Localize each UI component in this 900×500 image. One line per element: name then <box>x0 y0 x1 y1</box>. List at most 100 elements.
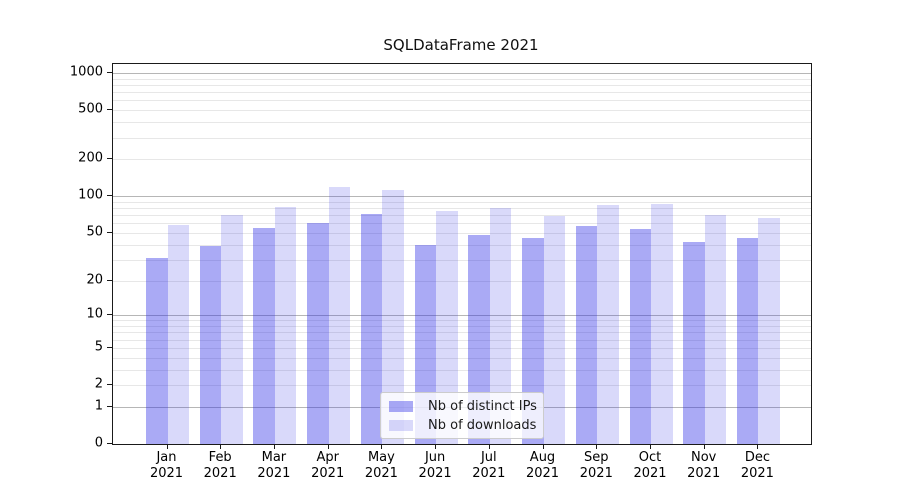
gridline-minor <box>113 332 811 334</box>
gridline-minor <box>113 385 811 386</box>
y-axis-tick-label: 2 <box>94 376 103 392</box>
bar-downloads <box>489 208 512 444</box>
bar-downloads <box>221 215 243 444</box>
gridline-minor <box>113 232 811 234</box>
bar-downloads <box>436 210 458 444</box>
gridline-minor <box>113 244 811 246</box>
x-axis-tick <box>596 444 598 449</box>
gridline-minor <box>113 122 811 124</box>
x-axis-tick-label: Feb 2021 <box>203 450 237 481</box>
x-axis-tick-label: Aug 2021 <box>525 450 560 481</box>
bar-distinct-ips <box>736 238 759 444</box>
bar-downloads <box>167 225 189 444</box>
legend-swatch-distinct-ips <box>389 400 413 412</box>
chart-title: SQLDataFrame 2021 <box>383 36 539 54</box>
bar-downloads <box>274 206 297 444</box>
bar-downloads <box>704 215 727 444</box>
y-axis-tick <box>107 158 112 160</box>
gridline-major <box>113 73 811 74</box>
y-axis-tick-label: 20 <box>86 272 103 287</box>
gridline-minor <box>113 280 811 282</box>
gridline-minor <box>113 85 811 86</box>
y-axis-tick-label: 5 <box>94 339 103 355</box>
y-axis-tick <box>107 443 112 444</box>
legend: Nb of distinct IPs Nb of downloads <box>380 392 544 439</box>
gridline-minor <box>113 201 811 203</box>
x-axis-tick <box>435 444 437 449</box>
y-axis-tick <box>107 405 112 407</box>
legend-label: Nb of downloads <box>428 417 537 433</box>
y-axis-tick-label: 1 <box>94 398 103 414</box>
x-axis-tick <box>757 444 759 449</box>
y-axis-tick-label: 100 <box>78 187 103 203</box>
gridline-minor <box>113 159 811 161</box>
x-axis-tick-label: Oct 2021 <box>633 450 667 481</box>
x-axis-tick <box>166 444 168 449</box>
x-axis-tick <box>381 444 383 449</box>
bar-distinct-ips <box>253 227 275 444</box>
bar-downloads <box>543 215 565 444</box>
x-axis-tick <box>220 444 222 449</box>
y-axis-tick <box>107 231 112 233</box>
x-axis-tick <box>327 444 329 449</box>
y-axis-tick <box>107 279 112 281</box>
bar-distinct-ips <box>468 235 490 444</box>
gridline-minor <box>113 259 811 261</box>
gridline-minor <box>113 110 811 112</box>
bar-distinct-ips <box>360 214 383 444</box>
plot-area: Nb of distinct IPs Nb of downloads <box>112 63 812 445</box>
y-axis-tick-label: 10 <box>86 306 103 322</box>
gridline-minor <box>113 369 811 371</box>
legend-item: Nb of downloads <box>389 417 537 433</box>
x-axis-tick <box>488 444 490 449</box>
x-axis-tick-label: Jul 2021 <box>472 450 506 481</box>
x-axis-tick-label: Sep 2021 <box>579 450 613 481</box>
bar-downloads <box>382 190 404 444</box>
gridline-minor <box>113 100 811 102</box>
legend-label: Nb of distinct IPs <box>428 398 537 414</box>
gridline-minor <box>113 320 811 322</box>
gridline-minor <box>113 223 811 225</box>
y-axis-tick-label: 200 <box>78 150 103 166</box>
x-axis-tick-label: Nov 2021 <box>687 450 721 481</box>
x-axis-tick-label: Apr 2021 <box>311 450 345 481</box>
gridline-minor <box>113 215 811 217</box>
x-axis-tick-label: Dec 2021 <box>740 450 774 481</box>
bar-distinct-ips <box>683 242 705 444</box>
gridline-minor <box>113 357 811 359</box>
bar-distinct-ips <box>307 223 329 444</box>
x-axis-tick <box>542 444 544 449</box>
x-axis-tick-label: Jan 2021 <box>149 450 184 481</box>
bar-distinct-ips <box>629 228 651 444</box>
gridline-minor <box>113 208 811 209</box>
bar-downloads <box>597 204 619 444</box>
y-axis-tick-label: 1000 <box>69 64 103 80</box>
x-axis-tick <box>273 444 275 449</box>
y-axis-tick-label: 50 <box>86 224 103 240</box>
y-axis-tick-label: 500 <box>78 101 103 117</box>
gridline-minor <box>113 347 811 349</box>
bar-downloads <box>758 218 780 444</box>
y-axis-tick <box>107 384 112 385</box>
bar-distinct-ips <box>146 257 168 444</box>
y-axis-tick <box>107 195 112 197</box>
y-axis-tick-label: 0 <box>94 435 103 451</box>
y-axis-tick <box>107 346 112 348</box>
y-axis-tick <box>107 109 112 111</box>
bar-downloads <box>651 204 673 444</box>
y-axis-tick <box>107 314 112 316</box>
gridline-minor <box>113 78 811 80</box>
x-axis-tick-label: May 2021 <box>364 450 398 481</box>
legend-swatch-downloads <box>389 419 413 431</box>
gridline-minor <box>113 339 811 341</box>
bar-distinct-ips <box>199 245 222 444</box>
bar-distinct-ips <box>575 226 598 444</box>
x-axis-tick <box>703 444 705 449</box>
x-axis-tick-label: Mar 2021 <box>257 450 291 481</box>
x-axis-tick-label: Jun 2021 <box>418 450 452 481</box>
x-axis-tick <box>650 444 651 449</box>
gridline-major <box>113 315 811 317</box>
gridline-minor <box>113 137 811 139</box>
gridline-minor <box>113 326 811 327</box>
